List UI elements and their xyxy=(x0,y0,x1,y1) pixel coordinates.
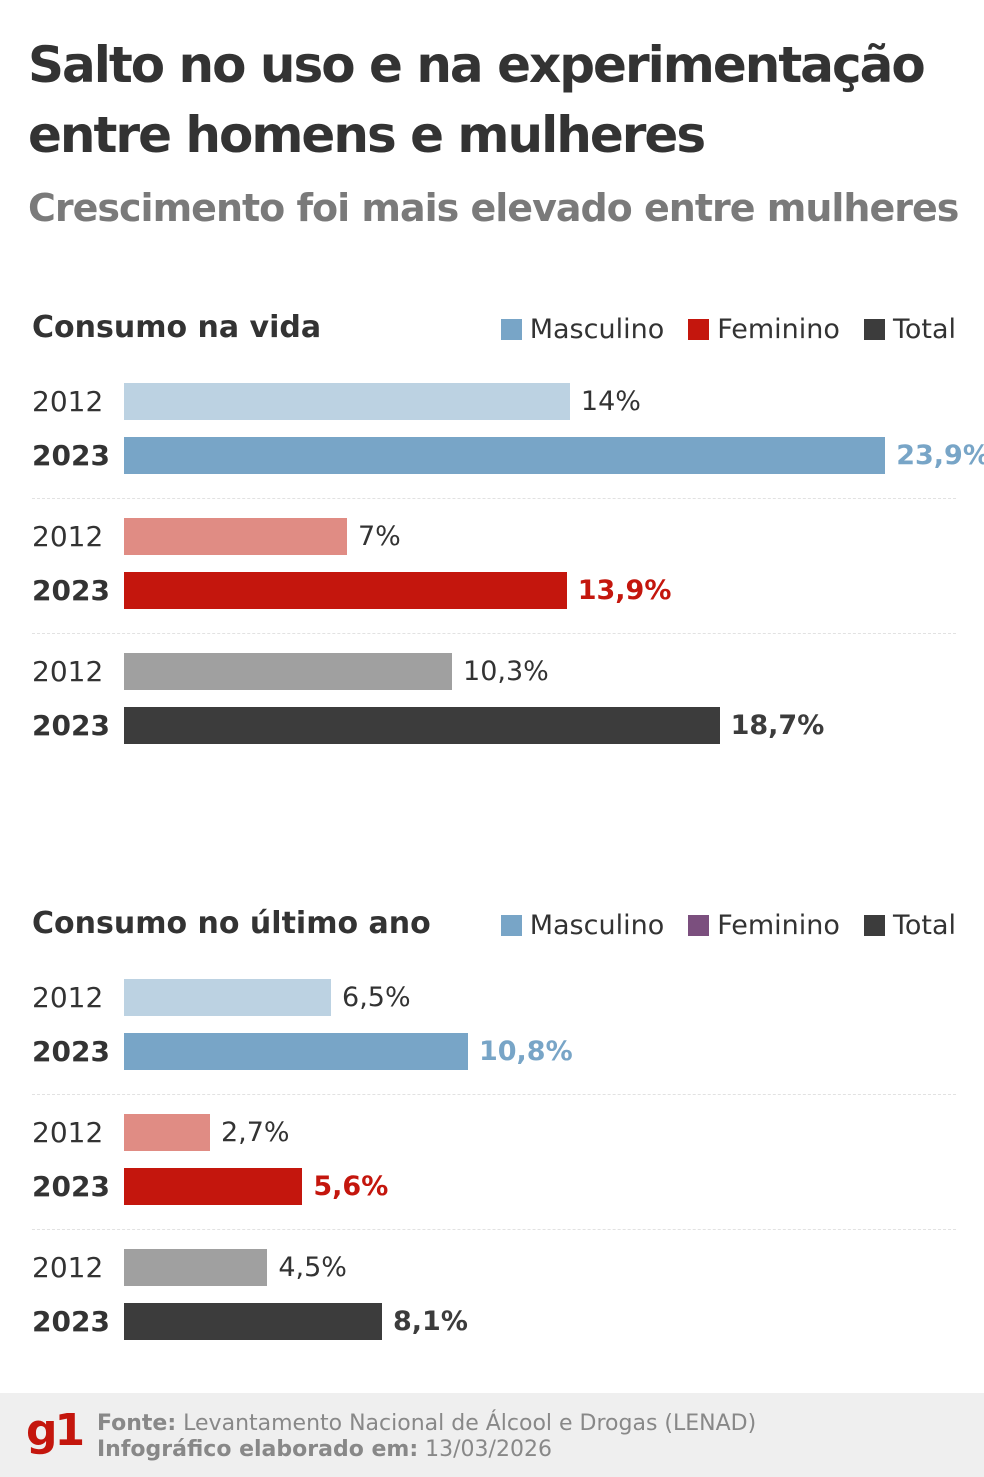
legend-item: Total xyxy=(863,314,956,345)
bar xyxy=(124,1168,303,1205)
year-label: 2023 xyxy=(32,574,110,607)
bar xyxy=(124,1303,382,1340)
bar xyxy=(124,707,720,744)
year-label: 2012 xyxy=(32,520,104,553)
legend-item: Masculino xyxy=(500,314,665,345)
legend-label: Feminino xyxy=(717,910,840,941)
bar xyxy=(124,572,567,609)
legend-label: Feminino xyxy=(717,314,840,345)
legend-swatch xyxy=(863,915,885,936)
group-divider xyxy=(32,498,956,499)
value-label: 10,8% xyxy=(478,1036,573,1067)
group-divider xyxy=(32,1094,956,1095)
bar xyxy=(124,383,570,420)
legend-swatch xyxy=(500,915,522,936)
chart-title: Consumo no último ano xyxy=(32,906,431,941)
legend: Masculino Feminino Total xyxy=(500,314,956,345)
value-label: 6,5% xyxy=(342,982,411,1013)
value-label: 18,7% xyxy=(730,710,825,741)
year-label: 2012 xyxy=(32,1251,104,1284)
source-label: Fonte: xyxy=(97,1411,177,1436)
legend-item: Feminino xyxy=(688,910,840,941)
bar xyxy=(124,1114,210,1151)
year-label: 2012 xyxy=(32,981,104,1014)
footer: g1 Fonte: Levantamento Nacional de Álcoo… xyxy=(0,1393,984,1477)
legend-label: Total xyxy=(892,910,956,941)
year-label: 2023 xyxy=(32,1170,110,1203)
bar xyxy=(124,518,347,555)
legend-swatch xyxy=(500,319,522,340)
bar xyxy=(124,1033,468,1070)
title-line-2: entre homens e mulheres xyxy=(28,106,706,164)
legend-item: Masculino xyxy=(500,910,665,941)
year-label: 2012 xyxy=(32,385,104,418)
legend-item: Total xyxy=(863,910,956,941)
legend: Masculino Feminino Total xyxy=(500,910,956,941)
legend-swatch xyxy=(688,319,710,340)
year-label: 2023 xyxy=(32,709,110,742)
bar xyxy=(124,653,453,690)
year-label: 2023 xyxy=(32,1305,110,1338)
legend-item: Feminino xyxy=(688,314,840,345)
bar xyxy=(124,437,886,474)
value-label: 7% xyxy=(357,521,401,552)
value-label: 13,9% xyxy=(577,575,672,606)
value-label: 2,7% xyxy=(220,1117,290,1148)
value-label: 10,3% xyxy=(463,656,549,687)
date-label: Infográfico elaborado em: xyxy=(97,1437,419,1462)
source-text: Fonte: Levantamento Nacional de Álcool e… xyxy=(97,1411,756,1463)
group-divider xyxy=(32,1229,956,1230)
value-label: 14% xyxy=(580,386,641,417)
year-label: 2012 xyxy=(32,1116,104,1149)
legend-swatch xyxy=(863,319,885,340)
g1-logo: g1 xyxy=(26,1405,85,1456)
legend-label: Masculino xyxy=(529,314,665,345)
bar xyxy=(124,979,332,1016)
legend-swatch xyxy=(688,915,710,936)
year-label: 2012 xyxy=(32,655,104,688)
value-label: 8,1% xyxy=(392,1306,468,1337)
bar xyxy=(124,1249,268,1286)
value-label: 23,9% xyxy=(896,440,984,471)
title-line-1: Salto no uso e na experimentação xyxy=(28,36,926,94)
year-label: 2023 xyxy=(32,1035,110,1068)
legend-label: Total xyxy=(892,314,956,345)
subtitle: Crescimento foi mais elevado entre mulhe… xyxy=(28,186,959,230)
value-label: 5,6% xyxy=(313,1171,389,1202)
year-label: 2023 xyxy=(32,439,110,472)
value-label: 4,5% xyxy=(278,1252,347,1283)
date: 13/03/2026 xyxy=(425,1437,552,1462)
source: Levantamento Nacional de Álcool e Drogas… xyxy=(183,1411,757,1436)
group-divider xyxy=(32,633,956,634)
legend-label: Masculino xyxy=(529,910,665,941)
chart-title: Consumo na vida xyxy=(32,310,322,345)
page-title: Salto no uso e na experimentação entre h… xyxy=(28,30,926,170)
